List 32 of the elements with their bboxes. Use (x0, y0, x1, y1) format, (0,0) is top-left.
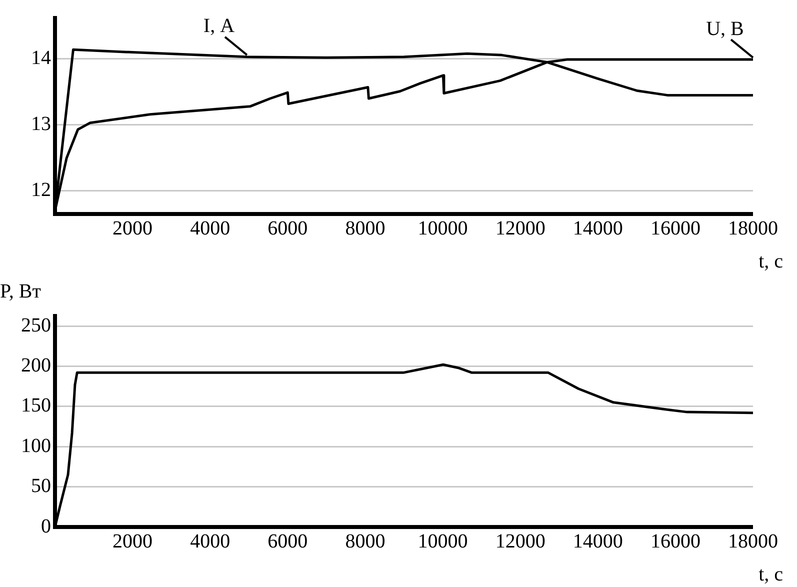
y-tick-label: 200 (21, 354, 51, 376)
x-tick-label: 18000 (728, 217, 778, 240)
x-axis-title: t, с (758, 563, 784, 586)
y-tick-label: 100 (21, 434, 51, 457)
x-tick-label: 4000 (190, 530, 230, 552)
x-tick-label: 18000 (728, 530, 778, 552)
y-tick-label: 12 (31, 179, 51, 202)
y-tick-label: 13 (31, 113, 51, 136)
series-label: I, А (203, 15, 236, 38)
x-tick-label: 10000 (418, 217, 468, 240)
x-tick-label: 8000 (345, 217, 386, 240)
y-tick-label: 250 (21, 314, 51, 336)
x-tick-label: 12000 (495, 530, 546, 552)
series-label: U, В (706, 18, 744, 40)
x-tick-label: 6000 (268, 530, 308, 552)
x-tick-label: 2000 (112, 217, 153, 240)
x-tick-label: 6000 (268, 217, 308, 240)
y-tick-label: 14 (31, 47, 51, 70)
x-tick-label: 8000 (345, 530, 386, 552)
y-tick-label: 50 (31, 475, 51, 498)
x-tick-label: 14000 (572, 530, 623, 552)
x-tick-label: 2000 (112, 530, 153, 552)
y-tick-label: 0 (41, 515, 51, 538)
y-tick-label: 150 (21, 394, 51, 417)
x-axis-title: t, с (758, 250, 784, 272)
x-tick-label: 16000 (650, 530, 700, 552)
x-tick-label: 14000 (572, 217, 623, 240)
x-tick-label: 4000 (190, 217, 230, 240)
x-tick-label: 16000 (650, 217, 700, 240)
y-axis-title: P, Вт (0, 280, 42, 302)
x-tick-label: 12000 (495, 217, 546, 240)
x-tick-label: 10000 (418, 530, 468, 552)
